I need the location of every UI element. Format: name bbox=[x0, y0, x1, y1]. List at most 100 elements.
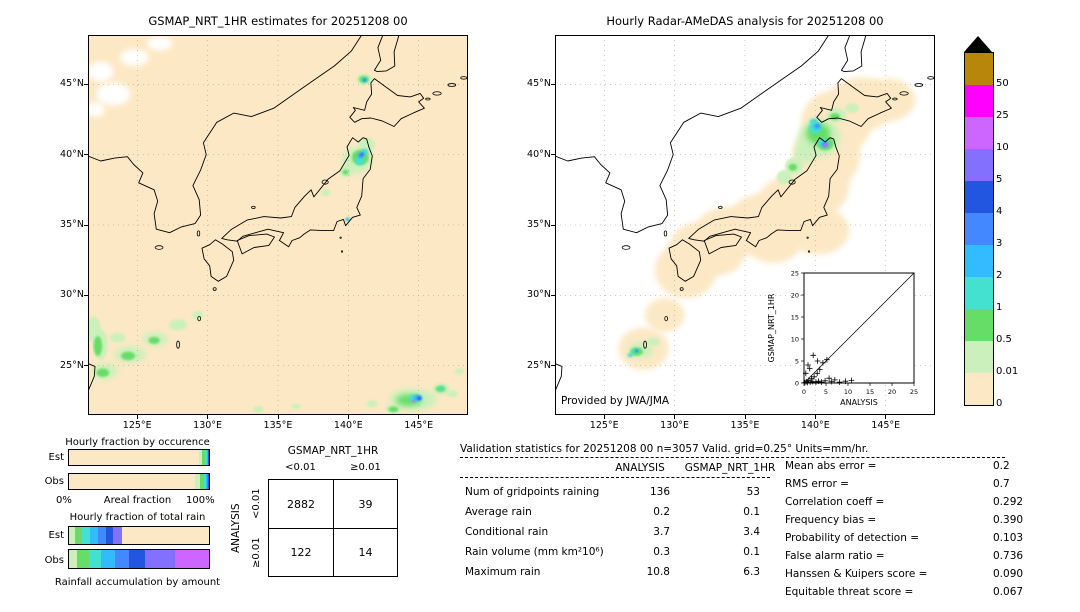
island-outline bbox=[321, 179, 329, 185]
stat-label: Maximum rain bbox=[465, 566, 541, 578]
bar-segment bbox=[194, 474, 200, 489]
occurrence-obs-label: Obs bbox=[44, 476, 64, 487]
island-outline bbox=[664, 315, 668, 322]
lon-tick-mark bbox=[347, 415, 349, 419]
lon-tick-label: 135°E bbox=[730, 420, 760, 431]
coastline bbox=[555, 35, 830, 234]
lon-tick-label: 140°E bbox=[333, 420, 363, 431]
island-outline bbox=[807, 250, 811, 253]
lon-tick-label: 145°E bbox=[404, 420, 434, 431]
lon-tick-label: 130°E bbox=[660, 420, 690, 431]
stat-value-analysis: 10.8 bbox=[646, 566, 670, 578]
colorbar-tick-label: 0.01 bbox=[996, 366, 1019, 377]
score-value: 0.2 bbox=[993, 460, 1010, 472]
lat-tick-mark bbox=[84, 83, 88, 85]
bar-segment bbox=[205, 474, 208, 489]
total-est-label: Est bbox=[48, 530, 64, 541]
coastline bbox=[555, 363, 563, 390]
colorbar-segment bbox=[965, 213, 993, 245]
island-outline bbox=[196, 230, 201, 237]
coastline bbox=[88, 363, 96, 390]
areal-axis-label: Areal fraction bbox=[103, 495, 172, 506]
precip-blob bbox=[411, 399, 416, 403]
lat-tick-mark bbox=[551, 83, 555, 85]
bar-segment bbox=[81, 527, 90, 544]
coastline bbox=[201, 239, 235, 282]
column-header-analysis: ANALYSIS bbox=[615, 462, 665, 474]
radar-map-panel: 0 0 5 5 10 10 15 15 20 20 25 25 ANALYSIS GSMAP_NRT_1H… bbox=[555, 35, 935, 415]
colorbar-overflow-triangle bbox=[964, 36, 992, 52]
colorbar-segment bbox=[965, 53, 993, 85]
colorbar-segment bbox=[965, 149, 993, 181]
bar-segment bbox=[202, 450, 205, 465]
lon-tick-label: 145°E bbox=[871, 420, 901, 431]
score-label: Correlation coeff = bbox=[785, 496, 885, 508]
island-outline bbox=[197, 315, 201, 322]
lat-tick-label: 40°N bbox=[60, 148, 84, 160]
score-label: Probability of detection = bbox=[785, 532, 920, 544]
lat-tick-mark bbox=[84, 154, 88, 156]
contingency-cell-hit-none: 2882 bbox=[287, 497, 315, 511]
gsmap-map-panel bbox=[88, 35, 468, 415]
lon-tick-mark bbox=[418, 415, 420, 419]
lon-tick-label: 140°E bbox=[800, 420, 830, 431]
bar-segment bbox=[77, 550, 89, 568]
lat-tick-mark bbox=[551, 294, 555, 296]
precip-blob bbox=[93, 336, 103, 356]
inset-y-tick-label: 10 bbox=[791, 336, 799, 344]
inset-y-tick-label: 5 bbox=[795, 358, 799, 366]
lat-tick-mark bbox=[84, 294, 88, 296]
lat-tick-label: 40°N bbox=[527, 148, 551, 160]
lat-tick-mark bbox=[84, 365, 88, 367]
precip-blob bbox=[109, 332, 126, 343]
score-row: False alarm ratio = 0.736 bbox=[785, 550, 1075, 564]
precip-blob bbox=[388, 406, 399, 413]
no-data-patch bbox=[88, 102, 105, 117]
lat-tick-mark bbox=[551, 365, 555, 367]
inset-y-tick-label: 20 bbox=[791, 292, 799, 300]
inset-x-tick-label: 15 bbox=[866, 388, 874, 396]
colorbar-tick-label: 0 bbox=[996, 398, 1003, 409]
stat-label: Rain volume (mm km²10⁶) bbox=[465, 546, 604, 558]
colorbar bbox=[964, 52, 994, 406]
bar-segment bbox=[69, 527, 75, 544]
precip-blob bbox=[358, 137, 376, 152]
score-label: Mean abs error = bbox=[785, 460, 877, 472]
occurrence-bar-obs bbox=[68, 473, 210, 490]
precip-blob bbox=[148, 336, 160, 344]
island-outline bbox=[425, 97, 431, 101]
score-row: Mean abs error = 0.2 bbox=[785, 460, 1075, 474]
inset-x-tick-label: 5 bbox=[824, 388, 828, 396]
bar-segment bbox=[89, 527, 99, 544]
score-row: RMS error = 0.7 bbox=[785, 478, 1075, 492]
bar-segment bbox=[175, 550, 209, 568]
total-rain-bar-obs bbox=[68, 549, 210, 569]
bar-segment bbox=[208, 450, 209, 465]
inset-x-axis-label: ANALYSIS bbox=[840, 398, 878, 407]
inset-x-tick-label: 0 bbox=[802, 388, 806, 396]
inset-x-tick-label: 10 bbox=[844, 388, 852, 396]
gsmap-estimate-map bbox=[88, 35, 468, 415]
colorbar-tick-label: 10 bbox=[996, 142, 1009, 153]
score-label: Frequency bias = bbox=[785, 514, 877, 526]
left-map-title: GSMAP_NRT_1HR estimates for 20251208 00 bbox=[148, 14, 408, 28]
colorbar-segment bbox=[965, 245, 993, 277]
score-label: RMS error = bbox=[785, 478, 849, 490]
island-outline bbox=[621, 245, 631, 250]
island-outline bbox=[718, 205, 723, 209]
precip-blob bbox=[809, 118, 819, 125]
colorbar-tick-label: 4 bbox=[996, 206, 1003, 217]
radar-coverage-area bbox=[645, 298, 685, 332]
stat-value-gsmap: 53 bbox=[746, 486, 760, 498]
contingency-row-group-label: ANALYSIS bbox=[230, 503, 242, 553]
island-outline bbox=[788, 179, 796, 185]
lon-tick-label: 130°E bbox=[193, 420, 223, 431]
contingency-cell-false-alarm: 39 bbox=[333, 480, 397, 528]
score-row: Hanssen & Kuipers score = 0.090 bbox=[785, 568, 1075, 582]
bar-segment bbox=[69, 550, 78, 568]
lat-tick-label: 25°N bbox=[527, 359, 551, 371]
island-outline bbox=[899, 91, 909, 96]
contingency-row-label-lt: <0.01 bbox=[251, 488, 262, 519]
coastline bbox=[816, 78, 892, 127]
coastline bbox=[373, 35, 400, 73]
